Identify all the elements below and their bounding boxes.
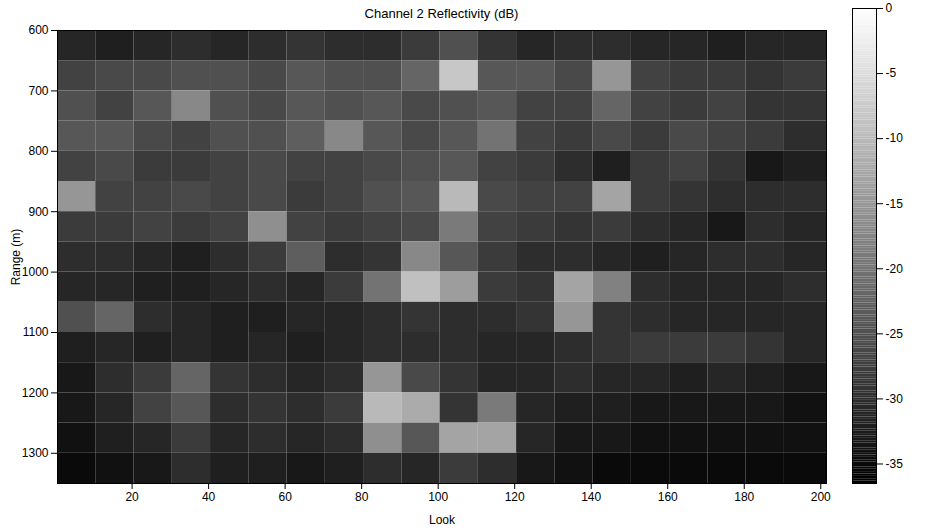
svg-text:Range (m): Range (m) xyxy=(9,229,23,286)
svg-text:-35: -35 xyxy=(886,457,904,471)
svg-text:600: 600 xyxy=(28,23,48,37)
svg-text:160: 160 xyxy=(658,490,678,504)
svg-text:-10: -10 xyxy=(886,131,904,145)
svg-text:60: 60 xyxy=(278,490,292,504)
svg-text:1200: 1200 xyxy=(22,386,49,400)
svg-text:-25: -25 xyxy=(886,327,904,341)
svg-text:200: 200 xyxy=(811,490,831,504)
svg-text:0: 0 xyxy=(886,1,893,15)
svg-text:1100: 1100 xyxy=(23,325,49,339)
svg-text:120: 120 xyxy=(505,490,525,504)
html-text:Channel 2 Reflectivity (dB): Channel 2 Reflectivity (dB) xyxy=(364,6,519,21)
svg-text:40: 40 xyxy=(202,490,216,504)
svg-text:80: 80 xyxy=(355,490,369,504)
svg-text:20: 20 xyxy=(125,490,139,504)
svg-text:Look: Look xyxy=(429,513,456,527)
svg-text:1000: 1000 xyxy=(22,265,49,279)
svg-text:1300: 1300 xyxy=(22,446,49,460)
svg-text:700: 700 xyxy=(28,84,48,98)
svg-text:180: 180 xyxy=(734,490,754,504)
svg-text:-20: -20 xyxy=(886,262,904,276)
svg-text:100: 100 xyxy=(428,490,448,504)
svg-text:-5: -5 xyxy=(886,66,897,80)
svg-text:800: 800 xyxy=(28,144,48,158)
svg-text:900: 900 xyxy=(28,205,48,219)
svg-text:-15: -15 xyxy=(886,197,904,211)
svg-text:140: 140 xyxy=(581,490,601,504)
svg-text:-30: -30 xyxy=(886,392,904,406)
